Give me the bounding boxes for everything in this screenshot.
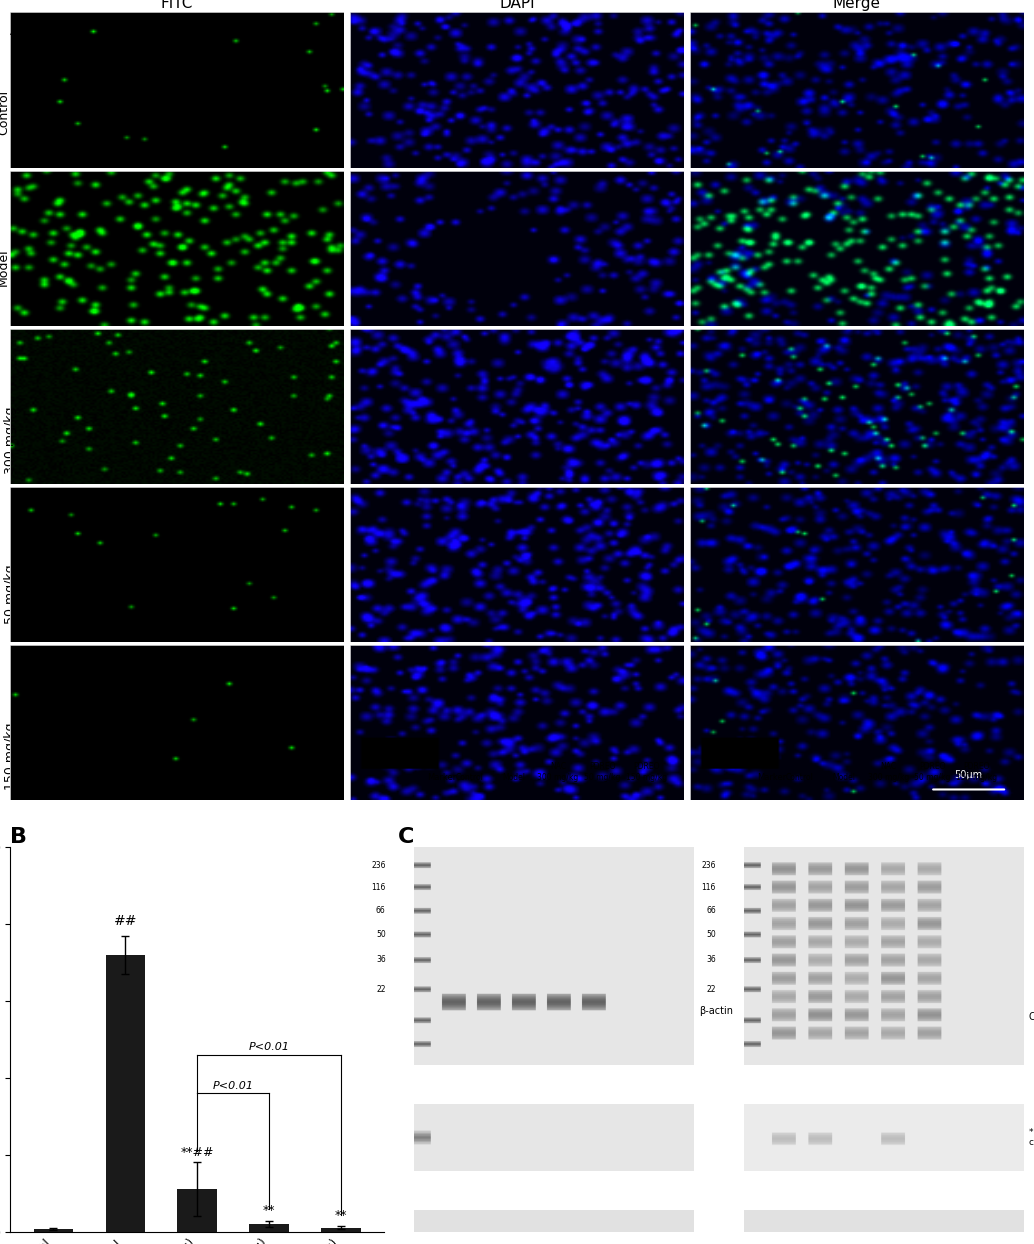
Text: P<0.01: P<0.01 — [248, 1042, 290, 1052]
Text: Model: Model — [503, 773, 525, 781]
Text: Marker: Marker — [427, 773, 456, 781]
Text: 116: 116 — [371, 883, 386, 892]
Text: β-actin: β-actin — [699, 1006, 733, 1016]
Text: P<0.01: P<0.01 — [213, 1081, 253, 1091]
Text: Model: Model — [832, 773, 855, 781]
Y-axis label: PDREO
150 mg/kg: PDREO 150 mg/kg — [0, 723, 18, 790]
Text: 66: 66 — [706, 907, 716, 916]
Text: **: ** — [263, 1204, 275, 1217]
Y-axis label: NAC
300 mg/kg: NAC 300 mg/kg — [0, 407, 18, 474]
Text: 236: 236 — [701, 861, 716, 870]
Text: 50: 50 — [376, 931, 386, 939]
Text: B: B — [10, 827, 27, 847]
Text: PDREO
50 mg/kg: PDREO 50 mg/kg — [914, 763, 950, 781]
Bar — [34, 1229, 73, 1232]
Text: PDREO
50 mg/kg: PDREO 50 mg/kg — [584, 763, 620, 781]
Text: kDa: kDa — [417, 746, 433, 755]
Text: 36: 36 — [706, 955, 716, 964]
Bar — [249, 1224, 288, 1232]
Text: kDa: kDa — [747, 746, 763, 755]
Text: Marker: Marker — [757, 773, 787, 781]
Text: PDREO
150 mg/kg: PDREO 150 mg/kg — [956, 763, 997, 781]
Title: FITC: FITC — [161, 0, 193, 11]
Bar — [105, 955, 145, 1232]
Text: Control: Control — [456, 773, 484, 781]
Text: NAC
300 mg/kg: NAC 300 mg/kg — [868, 763, 909, 781]
Title: Merge: Merge — [833, 0, 881, 11]
Text: 50: 50 — [706, 931, 716, 939]
Text: C: C — [398, 827, 415, 847]
Text: **: ** — [335, 1209, 347, 1223]
Text: 66: 66 — [376, 907, 386, 916]
Text: Control: Control — [786, 773, 814, 781]
Text: * Cleaved
caspase 3: * Cleaved caspase 3 — [1029, 1128, 1034, 1147]
Text: 116: 116 — [701, 883, 716, 892]
Title: DAPI: DAPI — [499, 0, 535, 11]
Text: A: A — [10, 19, 28, 39]
Bar — [322, 1228, 361, 1232]
Y-axis label: PDREO
50 mg/kg: PDREO 50 mg/kg — [0, 565, 18, 624]
Y-axis label: Control: Control — [0, 90, 10, 136]
Text: **##: **## — [181, 1146, 214, 1158]
Text: 22: 22 — [376, 984, 386, 994]
Text: Caspase 3: Caspase 3 — [1029, 1013, 1034, 1023]
Bar — [178, 1189, 217, 1232]
Text: 36: 36 — [376, 955, 386, 964]
Text: 50μm: 50μm — [954, 770, 982, 780]
Text: ##: ## — [114, 914, 138, 928]
Text: 22: 22 — [706, 984, 716, 994]
Y-axis label: Model: Model — [0, 249, 10, 286]
Text: 236: 236 — [371, 861, 386, 870]
Text: PDREO
150 mg/kg: PDREO 150 mg/kg — [626, 763, 667, 781]
Text: NAC
300 mg/kg: NAC 300 mg/kg — [538, 763, 579, 781]
